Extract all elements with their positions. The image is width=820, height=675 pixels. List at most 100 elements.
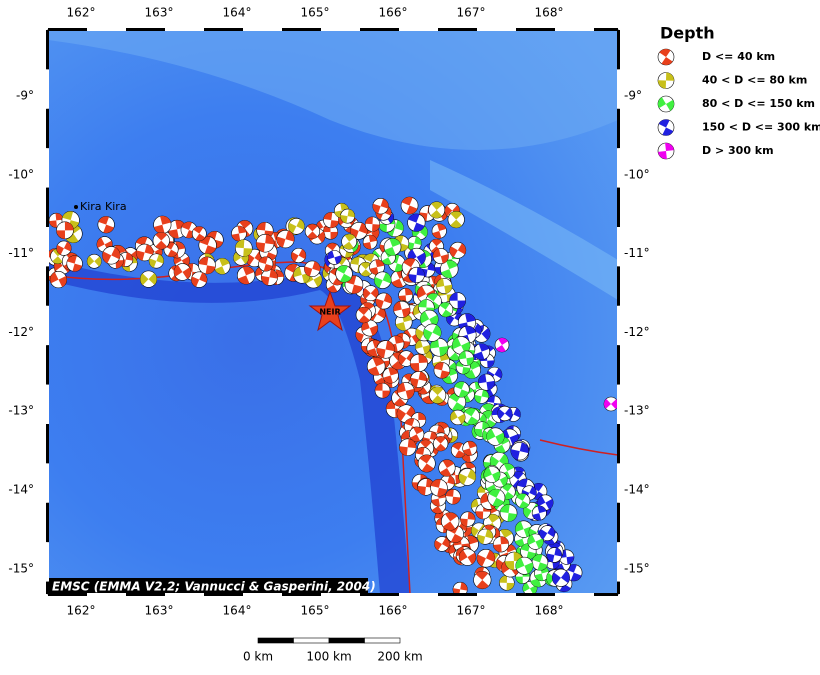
legend-symbol	[657, 95, 675, 113]
focal-mechanism	[408, 266, 425, 284]
frame-band	[165, 593, 204, 596]
ball-quadrant	[381, 257, 392, 265]
map-area: NEIR Kira Kira EMSC (EMMA V2.2; Vannucci…	[48, 30, 618, 594]
focal-mechanism	[383, 238, 402, 256]
ball-quadrant	[427, 293, 439, 302]
ball-quadrant	[376, 306, 386, 319]
ball-quadrant	[545, 498, 554, 510]
event-label: NEIR	[319, 308, 340, 317]
ball-quadrant	[243, 248, 253, 257]
ball-quadrant	[50, 272, 59, 284]
ball-quadrant	[357, 307, 370, 316]
ball-quadrant	[449, 352, 461, 361]
ball-quadrant	[446, 260, 458, 270]
ball-quadrant	[345, 275, 357, 285]
frame-band	[399, 28, 438, 31]
ball-quadrant	[519, 500, 530, 509]
ball-quadrant	[466, 357, 474, 366]
ball-quadrant	[363, 253, 375, 263]
focal-mechanism	[213, 258, 231, 275]
ball-quadrant	[404, 418, 415, 427]
focal-mechanism	[438, 459, 456, 477]
frame-band	[438, 593, 477, 596]
ball-quadrant	[482, 403, 495, 413]
ball-quadrant	[155, 240, 168, 249]
focal-mechanism	[486, 427, 505, 446]
ball-quadrant	[375, 298, 384, 309]
frame-band	[617, 542, 620, 582]
frame-band	[282, 28, 321, 31]
ball-quadrant	[464, 369, 476, 379]
legend-symbol	[657, 119, 675, 136]
ball-quadrant	[665, 143, 674, 151]
ball-quadrant	[375, 259, 385, 268]
focal-mechanism	[362, 234, 378, 250]
ball-quadrant	[439, 468, 452, 477]
ball-quadrant	[450, 211, 463, 220]
ball-quadrant	[524, 562, 534, 574]
focal-mechanism	[462, 440, 478, 456]
ball-quadrant	[467, 535, 479, 545]
legend-label: 150 < D <= 300 km	[702, 121, 820, 134]
ball-quadrant	[481, 328, 491, 341]
ball-quadrant	[415, 328, 425, 340]
ball-quadrant	[485, 550, 495, 562]
frame-band	[516, 28, 555, 31]
frame-band	[46, 227, 49, 267]
ball-quadrant	[401, 197, 413, 206]
ball-quadrant	[323, 212, 333, 221]
ball-quadrant	[198, 256, 209, 266]
ball-quadrant	[471, 526, 479, 537]
event-star	[308, 290, 352, 332]
ball-quadrant	[239, 220, 251, 229]
frame-band	[617, 463, 620, 503]
ball-quadrant	[406, 205, 418, 215]
ball-quadrant	[340, 273, 352, 283]
focal-mechanism	[458, 350, 474, 366]
focal-mechanism	[396, 382, 415, 400]
ball-quadrant	[135, 236, 148, 246]
scale-segment	[364, 637, 401, 644]
ball-quadrant	[374, 276, 383, 288]
frame-band	[46, 187, 49, 227]
ball-quadrant	[296, 219, 305, 230]
focal-mechanism	[399, 438, 417, 456]
ball-quadrant	[125, 252, 133, 261]
ball-quadrant	[454, 381, 465, 390]
ball-quadrant	[242, 266, 255, 276]
ball-quadrant	[539, 529, 548, 540]
focal-mechanism	[483, 466, 501, 483]
focal-mechanism	[428, 201, 446, 219]
ball-quadrant	[401, 307, 411, 318]
frame-band	[48, 593, 87, 596]
ball-quadrant	[385, 340, 395, 352]
ball-quadrant	[534, 573, 544, 581]
ball-quadrant	[397, 408, 407, 422]
lon-label: 163°	[145, 6, 174, 20]
ball-quadrant	[459, 350, 467, 360]
focal-mechanism	[473, 343, 490, 361]
focal-mechanism	[546, 547, 563, 563]
ball-quadrant	[388, 367, 399, 376]
ball-quadrant	[258, 256, 268, 265]
focal-mechanism	[236, 266, 256, 285]
focal-mechanism	[440, 259, 459, 279]
ball-quadrant	[499, 475, 508, 487]
ball-quadrant	[471, 498, 479, 508]
ball-quadrant	[391, 360, 404, 370]
ball-quadrant	[136, 250, 145, 261]
ball-quadrant	[519, 442, 529, 454]
ball-quadrant	[362, 302, 375, 311]
ball-quadrant	[486, 428, 496, 441]
focal-mechanism	[434, 536, 450, 552]
ball-quadrant	[63, 241, 72, 252]
ball-quadrant	[363, 287, 371, 299]
ball-quadrant	[436, 278, 445, 288]
focal-mechanism	[497, 405, 513, 422]
lat-label: -15°	[8, 561, 34, 575]
ball-quadrant	[430, 209, 443, 219]
frame-band	[617, 227, 620, 267]
ball-quadrant	[380, 198, 389, 209]
ball-quadrant	[293, 266, 302, 278]
